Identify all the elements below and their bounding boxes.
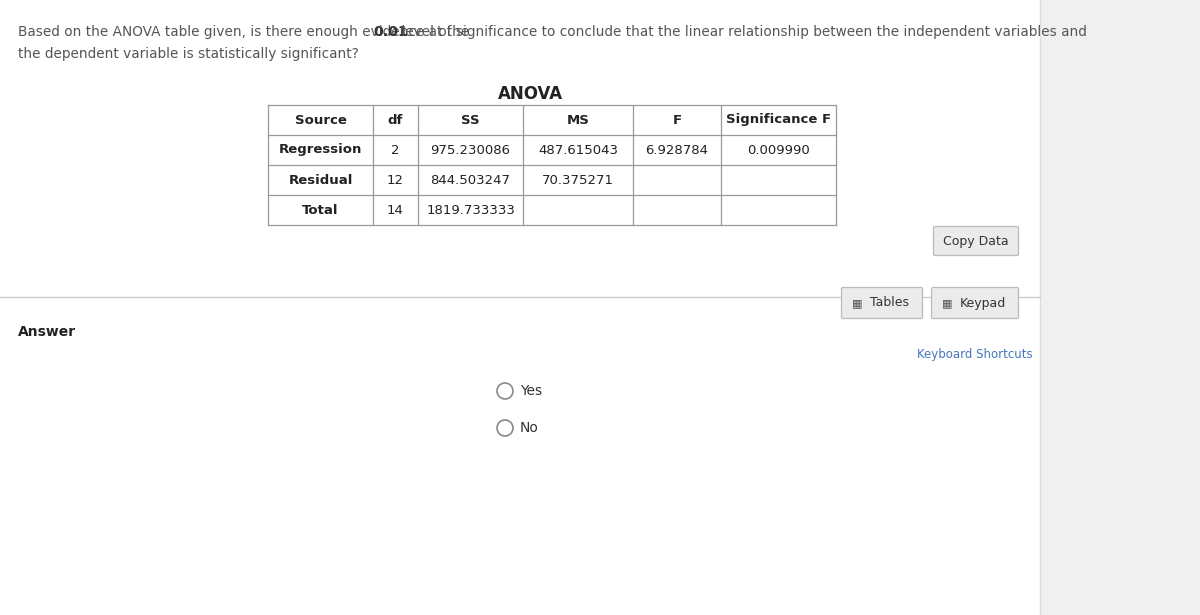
Text: Residual: Residual: [288, 173, 353, 186]
Text: 844.503247: 844.503247: [431, 173, 510, 186]
Text: the dependent variable is statistically significant?: the dependent variable is statistically …: [18, 47, 359, 61]
Bar: [268, 105, 836, 225]
FancyBboxPatch shape: [934, 226, 1019, 255]
Text: 6.928784: 6.928784: [646, 143, 708, 156]
Text: Based on the ANOVA table given, is there enough evidence at the: Based on the ANOVA table given, is there…: [18, 25, 474, 39]
Text: 12: 12: [386, 173, 404, 186]
Text: SS: SS: [461, 114, 480, 127]
Text: df: df: [388, 114, 403, 127]
Text: level of significance to conclude that the linear relationship between the indep: level of significance to conclude that t…: [397, 25, 1087, 39]
Text: Answer: Answer: [18, 325, 76, 339]
Text: Keypad: Keypad: [960, 296, 1006, 309]
Text: Total: Total: [302, 204, 338, 216]
Text: 0.009990: 0.009990: [748, 143, 810, 156]
Text: Significance F: Significance F: [726, 114, 832, 127]
Text: 1819.733333: 1819.733333: [426, 204, 515, 216]
Text: F: F: [672, 114, 682, 127]
Bar: [1040, 0, 1200, 615]
Text: Copy Data: Copy Data: [943, 234, 1009, 247]
Text: Tables: Tables: [870, 296, 910, 309]
Text: MS: MS: [566, 114, 589, 127]
Text: Yes: Yes: [520, 384, 542, 398]
Circle shape: [497, 383, 514, 399]
Circle shape: [497, 420, 514, 436]
Text: ANOVA: ANOVA: [498, 85, 563, 103]
Text: 70.375271: 70.375271: [542, 173, 614, 186]
Text: ▦: ▦: [942, 298, 953, 308]
Text: 2: 2: [391, 143, 400, 156]
Text: Regression: Regression: [278, 143, 362, 156]
Text: 487.615043: 487.615043: [538, 143, 618, 156]
FancyBboxPatch shape: [841, 287, 923, 319]
Text: No: No: [520, 421, 539, 435]
Text: Keyboard Shortcuts: Keyboard Shortcuts: [917, 348, 1033, 361]
Text: ▦: ▦: [852, 298, 863, 308]
Text: 975.230086: 975.230086: [431, 143, 510, 156]
FancyBboxPatch shape: [931, 287, 1019, 319]
Text: Source: Source: [294, 114, 347, 127]
Text: 0.01: 0.01: [373, 25, 408, 39]
Text: 14: 14: [388, 204, 404, 216]
